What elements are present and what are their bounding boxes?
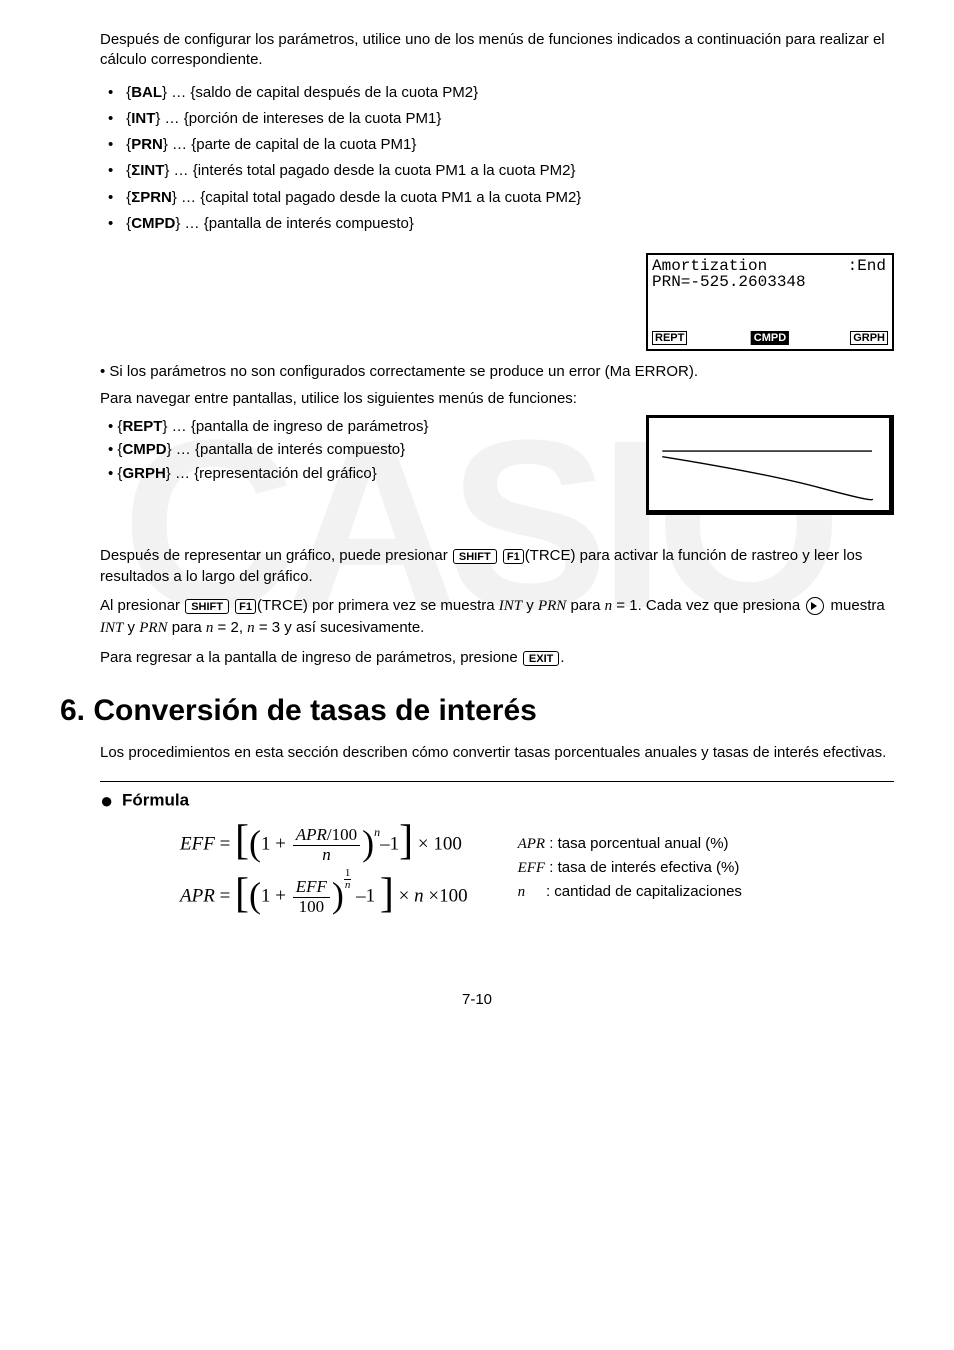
- formula-heading: ● Fórmula: [60, 788, 894, 814]
- section-6-body: Los procedimientos en esta sección descr…: [60, 742, 894, 763]
- eq-apr: APR = [(1 + EFF100)1n –1 ] × n ×100: [180, 878, 468, 916]
- list-item: • {PRN} … {parte de capital de la cuota …: [108, 133, 894, 156]
- screen-flag: :End: [848, 257, 886, 275]
- screen-value: PRN=-525.2603348: [652, 273, 806, 291]
- error-note: • Si los parámetros no son configurados …: [60, 361, 894, 382]
- graph-screen: [646, 415, 894, 515]
- page-number: 7-10: [60, 991, 894, 1008]
- exit-key: EXIT: [523, 651, 559, 666]
- menu-rept: REPT: [652, 331, 687, 345]
- calculator-screen-amortization: Amortization :End PRN=-525.2603348 REPT …: [646, 253, 894, 351]
- trace-paragraph-2: Al presionar SHIFT F1(TRCE) por primera …: [60, 595, 894, 639]
- nav-note: Para navegar entre pantallas, utilice lo…: [60, 388, 894, 409]
- list-item: • {ΣINT} … {interés total pagado desde l…: [108, 159, 894, 182]
- screen-menubar: REPT CMPD GRPH: [648, 331, 892, 347]
- list-item: • {INT} … {porción de intereses de la cu…: [108, 107, 894, 130]
- eq-eff: EFF = [(1 + APR/100n)n–1] × 100: [180, 826, 468, 864]
- f1-key: F1: [235, 599, 256, 614]
- trace-paragraph-1: Después de representar un gráfico, puede…: [60, 545, 894, 587]
- exit-paragraph: Para regresar a la pantalla de ingreso d…: [60, 647, 894, 668]
- list-item: • {CMPD} … {pantalla de interés compuest…: [108, 212, 894, 235]
- formula-block: EFF = [(1 + APR/100n)n–1] × 100 APR = [(…: [60, 826, 894, 931]
- f1-key: F1: [503, 549, 524, 564]
- formula-equations: EFF = [(1 + APR/100n)n–1] × 100 APR = [(…: [180, 826, 468, 931]
- formula-legend: APR : tasa porcentual anual (%) EFF : ta…: [518, 826, 742, 904]
- menu-cmpd: CMPD: [751, 331, 789, 345]
- list-item: • {ΣPRN} … {capital total pagado desde l…: [108, 186, 894, 209]
- shift-key: SHIFT: [185, 599, 229, 614]
- graph-svg: [649, 418, 889, 510]
- right-arrow-key: [806, 597, 824, 615]
- shift-key: SHIFT: [453, 549, 497, 564]
- intro-paragraph: Después de configurar los parámetros, ut…: [60, 30, 894, 71]
- section-6-title: 6. Conversión de tasas de interés: [60, 694, 894, 728]
- list-item: • {BAL} … {saldo de capital después de l…: [108, 81, 894, 104]
- menu-grph: GRPH: [850, 331, 888, 345]
- separator: [100, 781, 894, 782]
- function-menu-list-1: • {BAL} … {saldo de capital después de l…: [60, 81, 894, 236]
- page-content: Después de configurar los parámetros, ut…: [60, 30, 894, 1008]
